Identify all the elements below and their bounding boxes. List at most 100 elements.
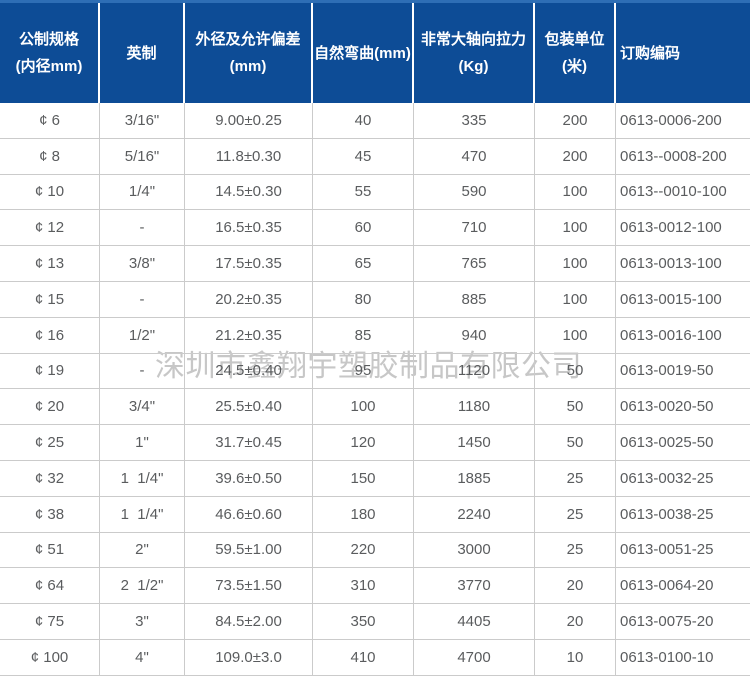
table-cell: 100 xyxy=(535,210,616,246)
table-cell: ¢ 100 xyxy=(0,639,100,675)
table-cell: 100 xyxy=(313,389,414,425)
table-cell: 3/8" xyxy=(100,246,185,281)
table-cell: 710 xyxy=(414,210,535,246)
table-cell: 0613-0038-25 xyxy=(620,505,714,523)
table-cell: 0613--0008-200 xyxy=(620,147,727,165)
table-cell: 55 xyxy=(313,174,414,210)
table-row: ¢ 13 3/8" 17.5±0.35 65 765 100 0613-0013-100 xyxy=(0,246,750,282)
table-cell: - xyxy=(100,353,185,389)
table-cell: 39.6±0.50 xyxy=(185,460,313,496)
table-cell: 765 xyxy=(414,246,535,281)
table-header-row: 公制规格 (内径mm) 英制 外径及允许偏差 (mm) 自然弯曲(mm) 非常大… xyxy=(0,0,750,103)
table-cell: 1450 xyxy=(414,425,535,460)
column-header-pack-unit: 包装单位(米) xyxy=(535,3,616,103)
table-cell: ¢ 19 xyxy=(0,353,100,389)
table-cell: 0613-0019-50 xyxy=(620,362,714,380)
table-cell: 21.2±0.35 xyxy=(185,317,313,353)
table-cell: ¢ 64 xyxy=(0,568,100,604)
table-cell: 200 xyxy=(535,138,616,174)
table-cell: 45 xyxy=(313,138,414,174)
table-cell: 410 xyxy=(313,639,414,675)
table-row: ¢ 38 1 1/4" 46.6±0.60 180 2240 25 0613-0038-25 xyxy=(0,496,750,533)
table-cell: 1120 xyxy=(414,353,535,389)
column-header-natural-bend: 自然弯曲(mm) xyxy=(313,3,414,103)
table-cell: 2" xyxy=(100,532,185,568)
table-row: ¢ 100 4" 109.0±3.0 410 4700 10 0613-0100-10 xyxy=(0,639,750,676)
table-row: ¢ 25 1" 31.7±0.45 120 1450 50 0613-0025-50 xyxy=(0,425,750,461)
table-cell: 1/2" xyxy=(100,317,185,353)
table-cell: 180 xyxy=(313,496,414,532)
table-cell: 65 xyxy=(313,246,414,281)
table-cell: 2240 xyxy=(414,496,535,532)
table-cell: 350 xyxy=(313,604,414,639)
table-cell: ¢ 8 xyxy=(0,138,100,174)
table-cell: 0613-0025-50 xyxy=(620,434,714,452)
table-row: ¢ 51 2" 59.5±1.00 220 3000 25 0613-0051-25 xyxy=(0,532,750,569)
table-cell: 0613-0012-100 xyxy=(620,219,722,237)
table-cell: 20.2±0.35 xyxy=(185,281,313,317)
table-cell: 940 xyxy=(414,317,535,353)
table-cell: 0613-0013-100 xyxy=(620,255,722,273)
table-cell: 4" xyxy=(100,639,185,675)
column-header-metric-spec: 公制规格 (内径mm) xyxy=(0,3,100,103)
table-cell: 590 xyxy=(414,174,535,210)
table-cell: 50 xyxy=(535,425,616,460)
table-cell: 60 xyxy=(313,210,414,246)
table-cell: 100 xyxy=(535,281,616,317)
table-cell: 0613-0075-20 xyxy=(620,613,714,631)
table-cell: 0613-0032-25 xyxy=(620,469,714,487)
table-cell: 3770 xyxy=(414,568,535,604)
table-cell: 25 xyxy=(535,532,616,568)
table-cell: 3000 xyxy=(414,532,535,568)
table-cell: ¢ 12 xyxy=(0,210,100,246)
table-cell: 3/16" xyxy=(100,103,185,138)
table-cell: 150 xyxy=(313,460,414,496)
table-row: ¢ 19-24.5±0.40 95 1120 50 0613-0019-50 xyxy=(0,353,750,390)
table-cell: ¢ 20 xyxy=(0,389,100,425)
table-cell: 1/4" xyxy=(100,174,185,210)
table-cell: 220 xyxy=(313,532,414,568)
table-cell: 85 xyxy=(313,317,414,353)
table-cell: 20 xyxy=(535,568,616,604)
table-cell: 40 xyxy=(313,103,414,138)
table-cell: 31.7±0.45 xyxy=(185,425,313,460)
table-cell: - xyxy=(100,210,185,246)
table-cell: 0613-0020-50 xyxy=(620,398,714,416)
table-cell: 46.6±0.60 xyxy=(185,496,313,532)
table-row: ¢ 16 1/2" 21.2±0.35 85 940 100 0613-0016-100 xyxy=(0,317,750,354)
table-cell: 100 xyxy=(535,246,616,281)
table-cell: 59.5±1.00 xyxy=(185,532,313,568)
table-cell: 3" xyxy=(100,604,185,639)
table-cell: 310 xyxy=(313,568,414,604)
table-cell: 24.5±0.40 xyxy=(185,353,313,389)
table-cell: 14.5±0.30 xyxy=(185,174,313,210)
column-header-axial-tension: 非常大轴向拉力 (Kg) xyxy=(414,3,535,103)
table-row: ¢ 32 1 1/4" 39.6±0.50 150 1885 25 0613-0032-25 xyxy=(0,460,750,497)
table-cell: 100 xyxy=(535,174,616,210)
table-cell: 20 xyxy=(535,604,616,639)
column-header-imperial: 英制 xyxy=(100,3,185,103)
table-cell: 0613-0016-100 xyxy=(620,326,722,344)
table-cell: ¢ 51 xyxy=(0,532,100,568)
table-cell: 470 xyxy=(414,138,535,174)
table-cell: 84.5±2.00 xyxy=(185,604,313,639)
table-cell: ¢ 16 xyxy=(0,317,100,353)
table-row: ¢ 6 3/16" 9.00±0.25 40 335 200 0613-0006-200 xyxy=(0,103,750,139)
table-row: ¢ 20 3/4" 25.5±0.40 100 1180 50 0613-0020-50 xyxy=(0,389,750,426)
table-cell: 1 1/4" xyxy=(100,496,185,532)
table-cell: ¢ 75 xyxy=(0,604,100,639)
table-row: ¢ 64 2 1/2" 73.5±1.50 310 3770 20 0613-0064-20 xyxy=(0,568,750,605)
table-cell: 0613-0015-100 xyxy=(620,290,722,308)
table-row: ¢ 15-20.2±0.35 80 885 100 0613-0015-100 xyxy=(0,281,750,318)
table-cell: 335 xyxy=(414,103,535,138)
table-cell: 1885 xyxy=(414,460,535,496)
table-row: ¢ 8 5/16" 11.8±0.30 45 470 200 0613--0008-200 xyxy=(0,138,750,175)
table-cell: 4700 xyxy=(414,639,535,675)
table-cell: ¢ 6 xyxy=(0,103,100,138)
table-cell: 2 1/2" xyxy=(100,568,185,604)
table-cell: 109.0±3.0 xyxy=(185,639,313,675)
table-row: ¢ 75 3" 84.5±2.00 350 4405 20 0613-0075-20 xyxy=(0,604,750,640)
table-cell: 25 xyxy=(535,460,616,496)
table-cell: 10 xyxy=(535,639,616,675)
